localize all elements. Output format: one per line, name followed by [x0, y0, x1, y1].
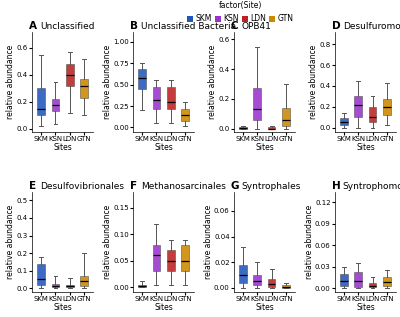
Y-axis label: relative abundance: relative abundance: [103, 204, 112, 279]
PathPatch shape: [167, 250, 174, 271]
Text: Unclassified: Unclassified: [40, 22, 94, 31]
Text: F: F: [130, 181, 137, 191]
Text: C: C: [231, 21, 238, 31]
Text: G: G: [231, 181, 239, 191]
Y-axis label: relative abundance: relative abundance: [103, 45, 112, 119]
Text: Syntrophales: Syntrophales: [242, 182, 301, 191]
PathPatch shape: [268, 279, 276, 287]
X-axis label: Sites: Sites: [255, 143, 274, 152]
PathPatch shape: [80, 276, 88, 286]
PathPatch shape: [369, 107, 376, 122]
PathPatch shape: [340, 274, 348, 286]
PathPatch shape: [383, 100, 391, 115]
Text: H: H: [332, 181, 340, 191]
X-axis label: Sites: Sites: [255, 303, 274, 312]
Text: E: E: [29, 181, 36, 191]
Text: Syntrophomonadales: Syntrophomonadales: [343, 182, 400, 191]
X-axis label: Sites: Sites: [356, 143, 375, 152]
PathPatch shape: [239, 265, 247, 283]
PathPatch shape: [254, 88, 261, 120]
PathPatch shape: [254, 275, 261, 285]
PathPatch shape: [138, 285, 146, 288]
Text: Desulfuromonadales: Desulfuromonadales: [343, 22, 400, 31]
Y-axis label: relative abundance: relative abundance: [304, 204, 314, 279]
PathPatch shape: [37, 88, 45, 115]
PathPatch shape: [152, 245, 160, 271]
PathPatch shape: [354, 96, 362, 117]
PathPatch shape: [181, 109, 189, 121]
PathPatch shape: [282, 108, 290, 126]
Y-axis label: relative abundance: relative abundance: [204, 204, 212, 279]
X-axis label: Sites: Sites: [53, 143, 72, 152]
Legend: SKM, KSN, LDN, GTN: SKM, KSN, LDN, GTN: [186, 1, 294, 24]
PathPatch shape: [138, 69, 146, 89]
PathPatch shape: [52, 284, 59, 287]
X-axis label: Sites: Sites: [53, 303, 72, 312]
X-axis label: Sites: Sites: [154, 303, 173, 312]
Text: Methanosarcinales: Methanosarcinales: [141, 182, 226, 191]
PathPatch shape: [66, 285, 74, 287]
PathPatch shape: [66, 64, 74, 86]
Text: Unclassified Bacteria: Unclassified Bacteria: [141, 22, 236, 31]
PathPatch shape: [383, 277, 391, 286]
PathPatch shape: [152, 87, 160, 109]
Y-axis label: relative abundance: relative abundance: [208, 45, 217, 119]
PathPatch shape: [239, 127, 247, 129]
PathPatch shape: [268, 127, 276, 129]
X-axis label: Sites: Sites: [154, 143, 173, 152]
PathPatch shape: [37, 263, 45, 285]
PathPatch shape: [80, 79, 88, 98]
PathPatch shape: [340, 118, 348, 126]
PathPatch shape: [354, 272, 362, 287]
Text: OPB41: OPB41: [242, 22, 272, 31]
Text: A: A: [29, 21, 37, 31]
Y-axis label: relative abundance: relative abundance: [309, 45, 318, 119]
PathPatch shape: [52, 99, 59, 111]
Text: B: B: [130, 21, 138, 31]
Text: D: D: [332, 21, 340, 31]
X-axis label: Sites: Sites: [356, 303, 375, 312]
Y-axis label: relative abundance: relative abundance: [6, 45, 15, 119]
PathPatch shape: [282, 285, 290, 288]
PathPatch shape: [167, 87, 174, 109]
PathPatch shape: [369, 283, 376, 287]
Text: Desulfovibrionales: Desulfovibrionales: [40, 182, 124, 191]
PathPatch shape: [181, 245, 189, 271]
Y-axis label: relative abundance: relative abundance: [6, 204, 15, 279]
